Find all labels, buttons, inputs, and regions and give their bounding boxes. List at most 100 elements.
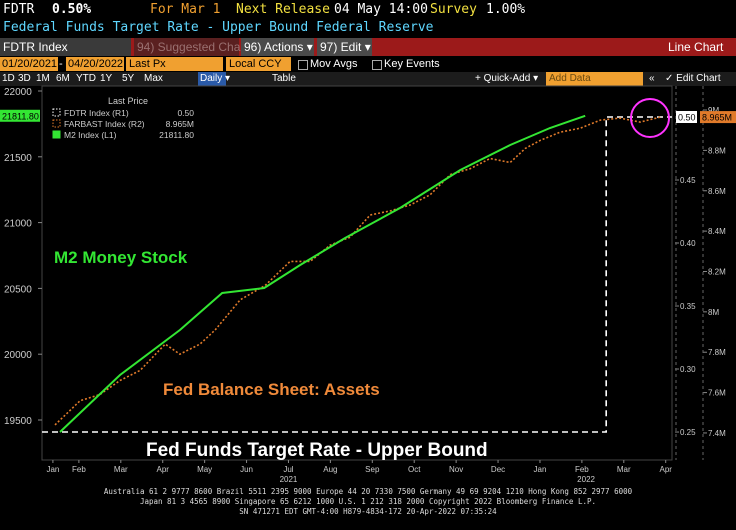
y-tick-label: 0.25 (680, 428, 696, 437)
frequency[interactable]: Daily ▾ (198, 72, 231, 86)
edit-menu[interactable]: 97) Edit ▾ (317, 38, 372, 56)
y-tick-label: 0.35 (680, 302, 696, 311)
mov-avgs[interactable]: Mov Avgs (310, 58, 358, 70)
footer-line: SN 471271 EDT GMT-4:00 H879-4834-172 20-… (239, 507, 497, 516)
last-value-tag (676, 110, 697, 123)
x-tick-label: Apr (659, 465, 672, 474)
price-type[interactable]: Last Px (126, 57, 223, 71)
legend-swatch (52, 130, 61, 139)
x-tick-label: Dec (491, 465, 505, 474)
x-tick-label: Mar (114, 465, 128, 474)
checkbox[interactable] (298, 60, 308, 70)
x-tick-label: Nov (449, 465, 463, 474)
period-button[interactable]: 5Y (122, 73, 135, 84)
collapse[interactable]: « (649, 73, 655, 84)
next-release-label: Next Release (236, 2, 330, 17)
x-tick-label: Mar (617, 465, 631, 474)
key-events[interactable]: Key Events (384, 58, 440, 70)
period-button[interactable]: 1M (36, 73, 50, 84)
legend-value: 0.50 (177, 108, 194, 118)
for-label: For Mar 1 (150, 2, 221, 17)
y-tick-label: 21500 (4, 153, 32, 164)
next-release: 04 May 14:00 (334, 2, 428, 17)
security-input[interactable]: FDTR Index (0, 38, 131, 56)
period-button[interactable]: YTD (76, 73, 96, 84)
footer-line: Australia 61 2 9777 8600 Brazil 5511 239… (103, 487, 633, 496)
y-tick-label: 20500 (4, 284, 32, 295)
legend-swatch (52, 108, 61, 117)
highlight-circle (630, 98, 670, 138)
legend-swatch (52, 119, 61, 128)
y-tick-label: 7.4M (708, 429, 726, 438)
series-line (42, 116, 672, 433)
legend-label: M2 Index (L1) (64, 130, 117, 140)
y-tick-label: 8M (708, 308, 719, 317)
footer-line: Japan 81 3 4565 8900 Singapore 65 6212 1… (139, 497, 597, 506)
x-tick-label: Jan (534, 465, 547, 474)
y-tick-label: 19500 (4, 416, 32, 427)
period-button[interactable]: Max (144, 73, 163, 84)
last-value: 0.50% (52, 2, 92, 17)
last-value-label: 21811.80 (2, 111, 39, 121)
start-date[interactable]: 01/20/2021 (0, 57, 58, 71)
x-tick-label: Jul (283, 465, 293, 474)
y-tick-label: 8.8M (708, 146, 726, 155)
legend-value: 21811.80 (159, 130, 194, 140)
y-tick-label: 9M (708, 106, 719, 115)
annotation: Fed Funds Target Rate - Upper Bound (146, 440, 488, 461)
x-tick-label: Feb (575, 465, 589, 474)
end-date[interactable]: 04/20/2022 (66, 57, 124, 71)
checkbox[interactable] (372, 60, 382, 70)
y-tick-label: 21000 (4, 219, 32, 230)
period-button[interactable]: 1D (2, 73, 15, 84)
period-button[interactable]: 3D (18, 73, 31, 84)
annotation: Fed Balance Sheet: Assets (163, 380, 380, 399)
survey-value: 1.00% (486, 2, 526, 17)
y-tick-label: 20000 (4, 350, 32, 361)
x-tick-label: Jun (240, 465, 253, 474)
table-button[interactable]: Table (272, 73, 296, 84)
last-value-tag (0, 109, 40, 122)
y-tick-label: 0.40 (680, 239, 696, 248)
period-button[interactable]: 6M (56, 73, 70, 84)
x-tick-label: Aug (323, 465, 337, 474)
legend-label: FARBAST Index (R2) (64, 119, 145, 129)
x-tick-label: Jan (46, 465, 59, 474)
security-description: Federal Funds Target Rate - Upper Bound … (3, 20, 434, 35)
date-separator: - (59, 58, 63, 70)
add-data[interactable]: Add Data (546, 72, 643, 86)
edit-chart[interactable]: ✓ Edit Chart (665, 73, 721, 84)
last-value-label: 0.50 (678, 112, 696, 122)
y-tick-label: 0.45 (680, 176, 696, 185)
legend-value: 8.965M (166, 119, 194, 129)
y-tick-label: 0.30 (680, 365, 696, 374)
x-tick-label: Oct (408, 465, 421, 474)
x-tick-label: May (197, 465, 212, 474)
ticker: FDTR (3, 2, 35, 17)
x-tick-label: Feb (72, 465, 86, 474)
suggested-charts[interactable]: 94) Suggested Charts (134, 38, 254, 56)
y-tick-label: 8.4M (708, 227, 726, 236)
legend-label: FDTR Index (R1) (64, 108, 129, 118)
annotation: M2 Money Stock (54, 248, 188, 267)
y-tick-label: 22000 (4, 87, 32, 98)
x-tick-label: Apr (156, 465, 169, 474)
y-tick-label: 8.6M (708, 187, 726, 196)
period-button[interactable]: 1Y (100, 73, 113, 84)
quick-add[interactable]: + Quick-Add ▾ (475, 73, 539, 84)
last-value-tag (700, 111, 736, 124)
last-value-label: 8.965M (702, 113, 732, 123)
y-tick-label: 7.6M (708, 389, 726, 398)
currency[interactable]: Local CCY (226, 57, 291, 71)
y-tick-label: 8.2M (708, 267, 726, 276)
series-line (59, 114, 586, 433)
year-label: 2021 (280, 475, 298, 484)
year-label: 2022 (577, 475, 595, 484)
x-tick-label: Sep (365, 465, 380, 474)
survey-label: Survey (430, 2, 477, 17)
chart-type[interactable]: Line Chart (668, 40, 724, 54)
plot-area (41, 85, 673, 461)
actions-menu[interactable]: 96) Actions ▾ (241, 38, 314, 56)
